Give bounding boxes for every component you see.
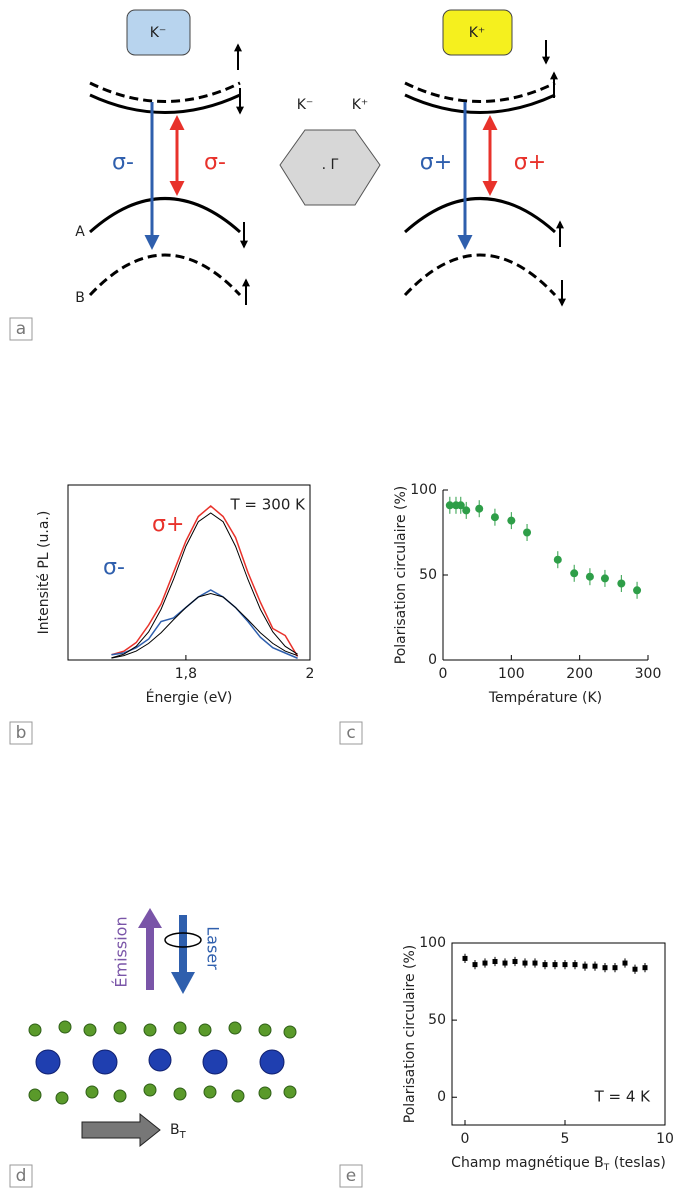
data-point — [492, 959, 498, 965]
fit-line — [111, 512, 298, 659]
data-line — [111, 505, 299, 657]
band-label: A — [75, 224, 85, 240]
data-point — [445, 501, 454, 510]
x-tick-label: 0 — [461, 1131, 470, 1147]
x-axis-label: Température (K) — [488, 690, 602, 706]
y-tick-label: 50 — [419, 567, 437, 583]
x-tick-label: 300 — [635, 666, 662, 682]
data-point — [582, 963, 588, 969]
x-tick-label: 2 — [306, 666, 315, 682]
data-point — [612, 965, 618, 971]
data-point — [502, 960, 508, 966]
hex-label: K⁺ — [352, 97, 369, 113]
band-diagram — [88, 9, 566, 307]
plot-frame — [451, 942, 666, 1126]
annotation: T = 300 K — [229, 496, 306, 514]
panel-label-box — [339, 1164, 363, 1188]
data-point — [617, 579, 626, 588]
data-point — [490, 513, 499, 522]
x-tick-label: 1,8 — [175, 666, 197, 682]
legend-label: σ- — [103, 555, 125, 580]
plot-frame — [67, 484, 311, 661]
valley-label: K⁺ — [469, 25, 486, 41]
y-axis-label: Polarisation circulaire (%) — [402, 945, 418, 1123]
data-point — [602, 965, 608, 971]
x-axis-label-part: Champ magnétique B — [451, 1155, 604, 1171]
panel-label: d — [16, 1166, 27, 1186]
data-point — [553, 555, 562, 564]
lattice-diagram — [28, 908, 297, 1148]
data-point — [462, 506, 471, 515]
data-point — [462, 955, 468, 961]
transition-label: σ- — [204, 150, 226, 175]
data-point — [642, 965, 648, 971]
x-tick-label: 0 — [439, 666, 448, 682]
panel-label-box — [9, 1164, 33, 1188]
data-point — [532, 960, 538, 966]
panel-label-box — [9, 721, 33, 745]
panel-label-box — [339, 721, 363, 745]
data-point — [633, 586, 642, 595]
data-point — [522, 960, 528, 966]
band-label: B — [75, 290, 85, 306]
field-symbol: B — [170, 1122, 180, 1138]
data-point — [472, 962, 478, 968]
data-point — [572, 962, 578, 968]
transition-label: σ+ — [420, 150, 452, 175]
legend-label: σ+ — [152, 512, 184, 537]
data-point — [585, 572, 594, 581]
data-point — [592, 963, 598, 969]
fit-line — [111, 592, 298, 659]
transition-label: σ- — [112, 150, 134, 175]
y-axis-label: Polarisation circulaire (%) — [393, 486, 409, 664]
data-point — [482, 960, 488, 966]
gamma-label: . Γ — [322, 157, 339, 173]
data-point — [570, 569, 579, 578]
data-point — [523, 528, 532, 537]
hex-label: K⁻ — [297, 97, 314, 113]
data-point — [542, 962, 548, 968]
y-tick-label: 100 — [410, 482, 437, 498]
field-label: BT — [170, 1122, 187, 1141]
x-axis-label-part: T — [603, 1163, 610, 1173]
y-tick-label: 0 — [428, 652, 437, 668]
data-point — [562, 962, 568, 968]
x-axis-label-part: (teslas) — [609, 1155, 666, 1171]
panel-label: a — [16, 319, 26, 339]
x-tick-label: 100 — [498, 666, 525, 682]
laser-label: Laser — [204, 926, 223, 970]
data-point — [456, 501, 465, 510]
data-point — [475, 504, 484, 513]
panel-label: b — [16, 723, 27, 743]
data-point — [512, 959, 518, 965]
x-axis-label: Énergie (eV) — [146, 689, 233, 706]
panel-label: e — [346, 1166, 356, 1186]
y-axis-label: Intensité PL (u.a.) — [36, 511, 52, 635]
data-point — [600, 574, 609, 583]
y-tick-label: 100 — [419, 935, 446, 951]
valley-label: K⁻ — [150, 25, 167, 41]
panel-label: c — [346, 723, 355, 743]
x-tick-label: 10 — [656, 1131, 674, 1147]
data-point — [552, 962, 558, 968]
y-tick-label: 0 — [437, 1089, 446, 1105]
data-point — [622, 960, 628, 966]
panel-label-box — [9, 317, 33, 341]
annotation: T = 4 K — [594, 1088, 652, 1106]
transition-label: σ+ — [514, 150, 546, 175]
data-point — [507, 516, 516, 525]
x-tick-label: 200 — [566, 666, 593, 682]
x-axis-label: Champ magnétique BT (teslas) — [451, 1155, 666, 1173]
emission-label: Émission — [112, 916, 131, 987]
x-tick-label: 5 — [561, 1131, 570, 1147]
data-point — [632, 966, 638, 972]
data-line — [111, 589, 298, 659]
field-subscript: T — [179, 1130, 187, 1141]
y-tick-label: 50 — [428, 1012, 446, 1028]
